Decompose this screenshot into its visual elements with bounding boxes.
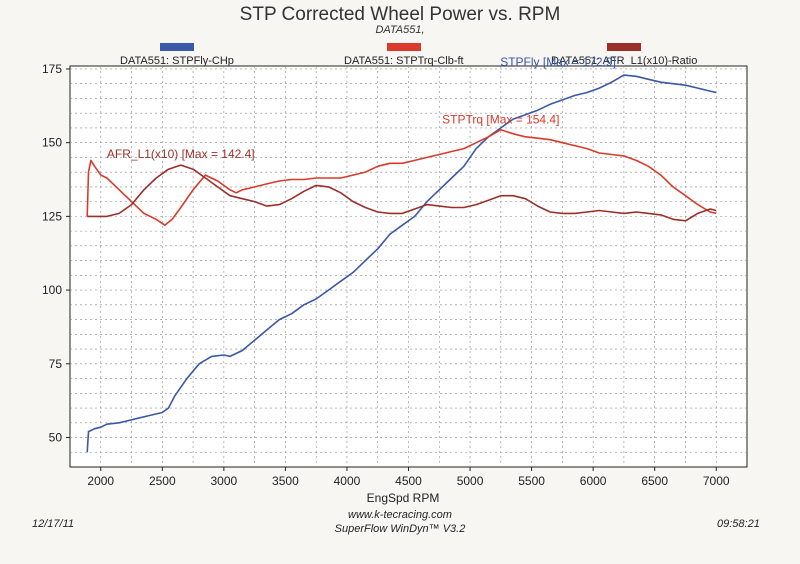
series-line-stptrq xyxy=(86,128,717,226)
series-line-afr xyxy=(87,164,717,222)
y-tick-label: 50 xyxy=(49,431,63,445)
legend-label-stpfly: DATA551: STPFly-CHp xyxy=(120,55,234,67)
chart-subtitle: DATA551, xyxy=(375,24,425,36)
legend-swatch-afr xyxy=(607,43,642,51)
x-tick-label: 5000 xyxy=(457,474,484,488)
y-tick-label: 125 xyxy=(42,209,62,223)
legend-item-stptrq: DATA551: STPTrq-Clb-ft xyxy=(344,43,464,67)
legend-item-afr: DATA551: AFR_L1(x10)-Ratio xyxy=(551,43,697,67)
footer-date: 12/17/11 xyxy=(32,518,75,530)
grid xyxy=(70,66,747,467)
y-tick-label: 150 xyxy=(42,136,62,150)
footer-time: 09:58:21 xyxy=(717,518,760,530)
chart-title: STP Corrected Wheel Power vs. RPM xyxy=(239,4,561,25)
x-tick-label: 7000 xyxy=(703,474,730,488)
legend-swatch-stptrq xyxy=(386,43,421,51)
x-tick-label: 3000 xyxy=(211,474,238,488)
x-tick-label: 2000 xyxy=(87,474,114,488)
annotations: STPFly [Max = 172.9] STPTrq [Max = 154.4]… xyxy=(107,55,616,161)
legend-swatch-stpfly xyxy=(159,43,194,51)
axes: 2000 2500 3000 3500 4000 4500 5000 5500 6000 6500… xyxy=(42,62,730,488)
legend-label-afr: DATA551: AFR_L1(x10)-Ratio xyxy=(551,55,698,67)
y-tick-label: 100 xyxy=(42,283,62,297)
series-lines xyxy=(86,74,717,453)
footer-center: www.k-tecracing.com SuperFlow WinDyn™ V3… xyxy=(0,508,800,536)
x-tick-label: 3500 xyxy=(272,474,299,488)
x-tick-label: 4000 xyxy=(334,474,361,488)
annotation-stptrq-max: STPTrq [Max = 154.4] xyxy=(442,113,559,127)
annotation-stpfly-max: STPFly [Max = 172.9] xyxy=(500,55,616,69)
x-axis-label: EngSpd RPM xyxy=(367,491,440,505)
y-tick-label: 175 xyxy=(42,62,62,76)
x-tick-label: 6000 xyxy=(580,474,607,488)
legend-label-stptrq: DATA551: STPTrq-Clb-ft xyxy=(344,55,464,67)
series-line-stpfly xyxy=(86,74,717,453)
x-tick-label: 4500 xyxy=(395,474,422,488)
x-tick-label: 2500 xyxy=(149,474,176,488)
x-tick-label: 6500 xyxy=(641,474,668,488)
legend-item-stpfly: DATA551: STPFly-CHp xyxy=(120,43,234,67)
y-tick-label: 75 xyxy=(49,357,63,371)
footer-website: www.k-tecracing.com xyxy=(348,509,452,521)
footer-software: SuperFlow WinDyn™ V3.2 xyxy=(334,523,466,535)
annotation-afr-max: AFR_L1(x10) [Max = 142.4] xyxy=(107,147,255,161)
x-tick-label: 5500 xyxy=(518,474,545,488)
